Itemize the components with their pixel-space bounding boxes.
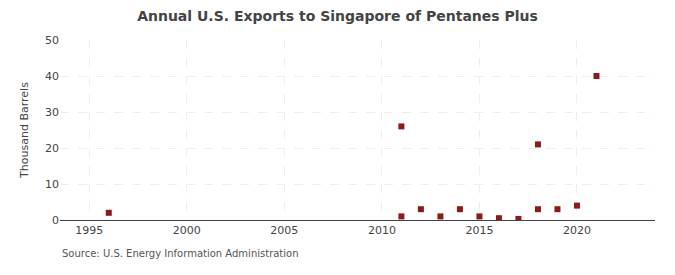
svg-text:2005: 2005 [270, 224, 298, 237]
svg-text:10: 10 [45, 178, 59, 191]
svg-text:40: 40 [45, 70, 59, 83]
svg-text:20: 20 [45, 142, 59, 155]
svg-text:1995: 1995 [75, 224, 103, 237]
svg-text:2010: 2010 [368, 224, 396, 237]
svg-text:2020: 2020 [563, 224, 591, 237]
svg-text:50: 50 [45, 34, 59, 47]
svg-text:0: 0 [52, 214, 59, 227]
svg-text:30: 30 [45, 106, 59, 119]
svg-text:Thousand Barrels: Thousand Barrels [18, 82, 31, 179]
svg-text:2000: 2000 [173, 224, 201, 237]
svg-text:Annual U.S. Exports to Singapo: Annual U.S. Exports to Singapore of Pent… [137, 8, 538, 24]
svg-text:Source: U.S. Energy Informatio: Source: U.S. Energy Information Administ… [62, 248, 299, 259]
svg-text:2015: 2015 [465, 224, 493, 237]
